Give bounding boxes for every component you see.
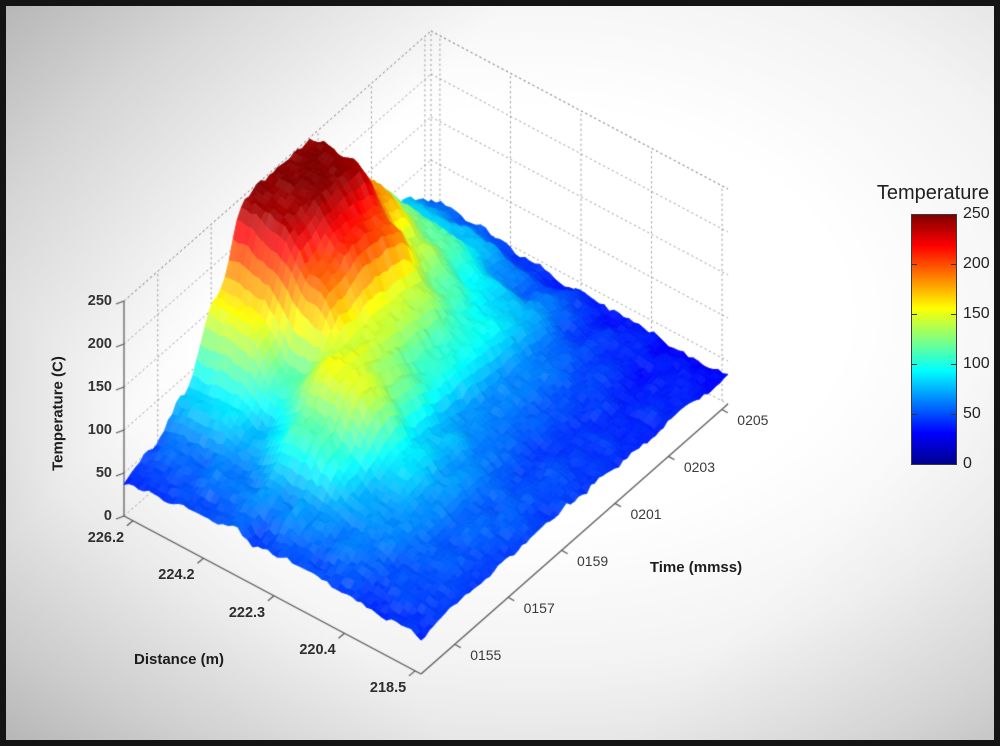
- colorbar-tick-mark: [951, 214, 956, 215]
- distance-tick-label: 224.2: [158, 567, 195, 584]
- time-tick-label: 0201: [630, 506, 662, 523]
- z-tick-label: 150: [87, 379, 112, 395]
- distance-tick-label: 222.3: [228, 604, 266, 621]
- colorbar-tick-mark: [951, 264, 956, 265]
- colorbar: [911, 214, 957, 465]
- distance-tick-label: 218.5: [369, 679, 407, 696]
- time-tick-label: 0159: [577, 553, 609, 570]
- colorbar-tick-label: 0: [963, 455, 972, 472]
- colorbar-tick-label: 50: [963, 405, 981, 422]
- z-tick-label: 0: [103, 508, 112, 524]
- colorbar-title: Temperature: [876, 182, 990, 204]
- time-tick-label: 0155: [470, 647, 502, 664]
- colorbar-tick-mark: [912, 264, 917, 265]
- time-tick-label: 0157: [523, 600, 555, 617]
- colorbar-tick-label: 250: [963, 205, 990, 222]
- distance-axis-label: Distance (m): [133, 651, 225, 668]
- time-tick-label: 0205: [737, 412, 769, 429]
- colorbar-tick-label: 100: [963, 355, 990, 372]
- time-tick-label: 0203: [683, 459, 716, 476]
- colorbar-tick-mark: [951, 364, 956, 365]
- surface-plot-canvas: [6, 6, 994, 740]
- colorbar-tick-mark: [951, 464, 956, 465]
- colorbar-tick-mark: [912, 364, 917, 365]
- z-tick-label: 50: [95, 465, 112, 481]
- distance-tick-label: 220.4: [299, 642, 336, 659]
- z-tick-label: 100: [87, 422, 112, 438]
- colorbar-tick-label: 150: [963, 305, 990, 322]
- colorbar-tick-mark: [951, 414, 956, 415]
- colorbar-tick-mark: [912, 314, 917, 315]
- colorbar-tick-mark: [912, 414, 917, 415]
- z-tick-label: 200: [87, 336, 112, 352]
- colorbar-tick-label: 200: [963, 255, 990, 272]
- colorbar-tick-mark: [951, 314, 956, 315]
- z-tick-label: 250: [87, 293, 112, 309]
- time-axis-label: Time (mmss): [649, 559, 743, 576]
- z-axis-label: Temperature (C): [49, 356, 67, 471]
- distance-tick-label: 226.2: [87, 529, 125, 546]
